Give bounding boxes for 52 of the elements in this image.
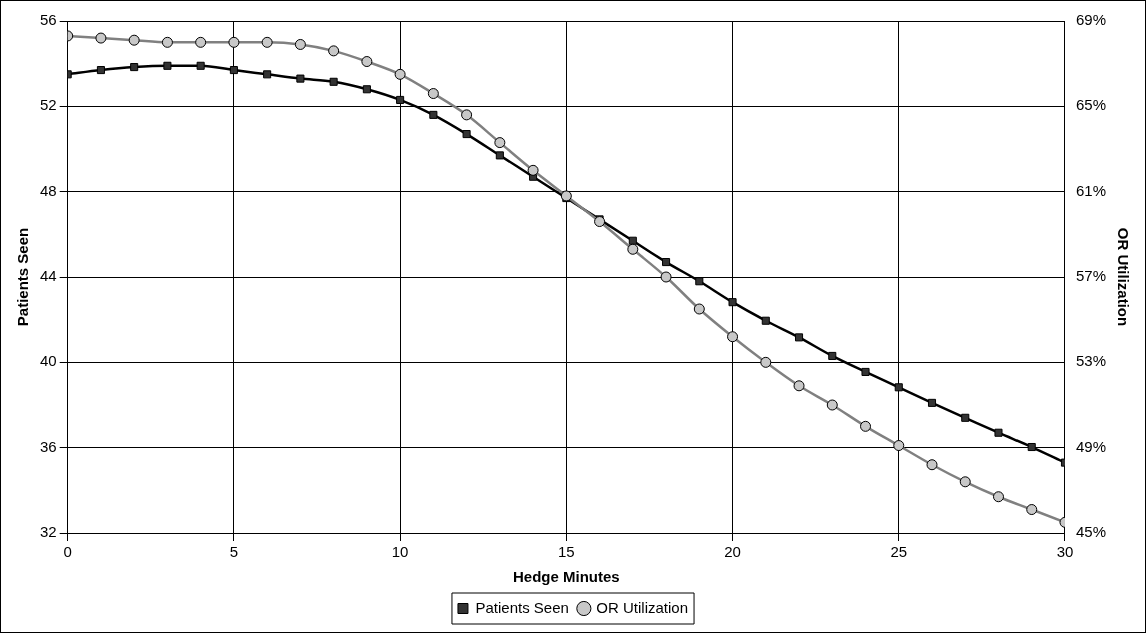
x-tick-label: 30 bbox=[1056, 543, 1074, 561]
y-tick-label: 36 bbox=[40, 437, 57, 455]
legend-label: Patients Seen bbox=[475, 598, 569, 616]
y-tick-label: 44 bbox=[40, 267, 57, 285]
point bbox=[229, 66, 238, 75]
point bbox=[196, 61, 205, 70]
point bbox=[795, 333, 804, 342]
point bbox=[329, 77, 338, 86]
y2-tick-label: 53% bbox=[1075, 352, 1107, 370]
point bbox=[296, 74, 305, 83]
point bbox=[961, 413, 970, 422]
point bbox=[396, 95, 405, 104]
y-tick-label: 56 bbox=[40, 11, 57, 29]
point bbox=[263, 70, 272, 79]
point bbox=[462, 130, 471, 139]
point bbox=[362, 85, 371, 94]
x-tick-label: 25 bbox=[890, 543, 908, 561]
y-tick-label: 40 bbox=[40, 352, 57, 370]
point bbox=[429, 110, 438, 119]
legend-label: OR Utilization bbox=[596, 598, 689, 616]
y2-tick-label: 57% bbox=[1075, 267, 1107, 285]
x-axis-title: Hedge Minutes bbox=[512, 568, 620, 586]
point bbox=[628, 236, 637, 245]
x-tick-label: 0 bbox=[63, 543, 72, 561]
y-tick-label: 52 bbox=[40, 96, 57, 114]
y2-tick-label: 61% bbox=[1075, 181, 1107, 199]
point bbox=[163, 61, 172, 70]
point bbox=[1027, 442, 1036, 452]
point bbox=[828, 351, 837, 360]
y-tick-label: 48 bbox=[40, 181, 57, 199]
y-axis-title: Patients Seen bbox=[14, 227, 32, 327]
point bbox=[894, 383, 903, 392]
point bbox=[695, 277, 704, 286]
y2-tick-label: 65% bbox=[1075, 96, 1107, 114]
point bbox=[927, 398, 937, 407]
point bbox=[130, 63, 139, 72]
x-tick-label: 10 bbox=[391, 543, 409, 561]
y2-tick-label: 69% bbox=[1075, 11, 1107, 29]
x-tick-label: 15 bbox=[557, 543, 575, 561]
point bbox=[96, 66, 105, 75]
y2-tick-label: 45% bbox=[1075, 523, 1107, 541]
point bbox=[662, 258, 671, 267]
y2-axis-title: OR Utilization bbox=[1114, 227, 1132, 327]
point bbox=[761, 316, 770, 325]
x-tick-label: 20 bbox=[724, 543, 741, 561]
point bbox=[728, 298, 737, 307]
point bbox=[994, 428, 1003, 437]
y2-tick-label: 49% bbox=[1075, 437, 1107, 455]
y-tick-label: 32 bbox=[40, 523, 57, 541]
point bbox=[861, 367, 870, 376]
x-tick-label: 5 bbox=[229, 543, 239, 561]
point bbox=[495, 151, 504, 160]
